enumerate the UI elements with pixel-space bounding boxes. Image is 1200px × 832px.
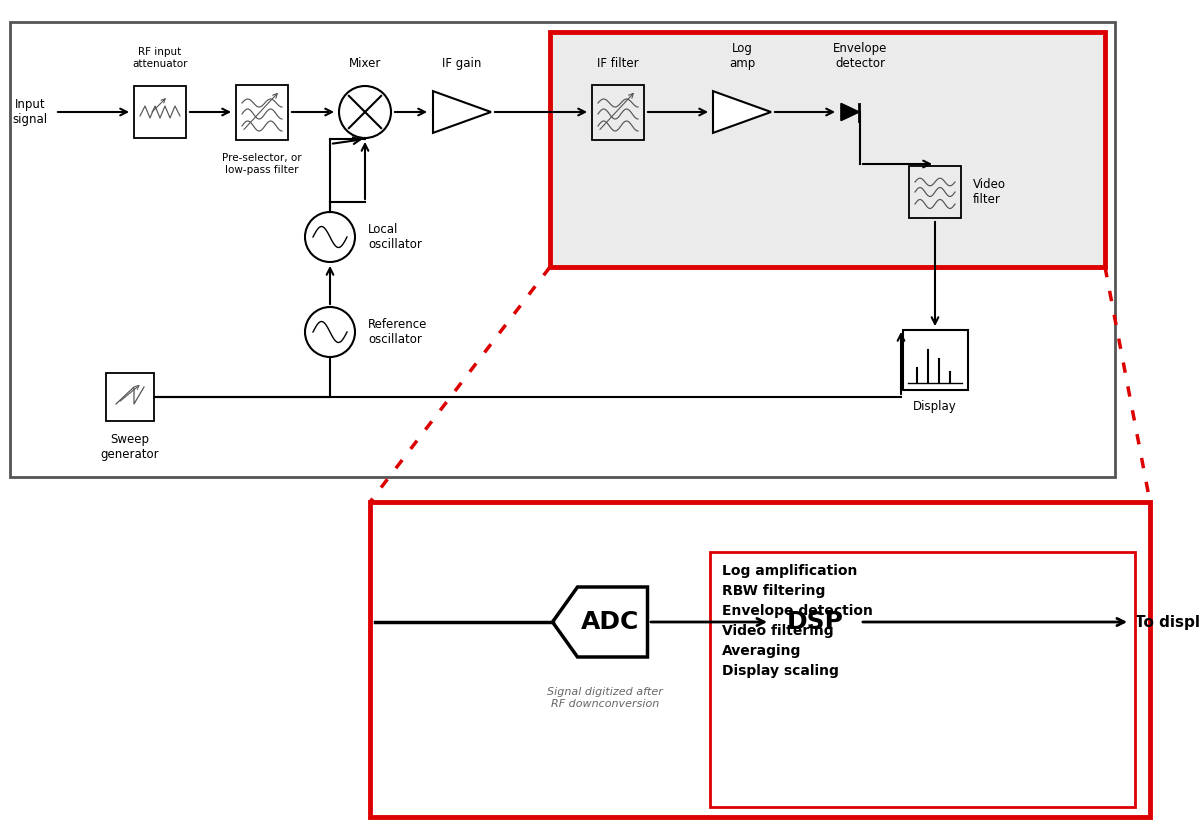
Text: Signal digitized after
RF downconversion: Signal digitized after RF downconversion xyxy=(547,687,662,709)
Text: DSP: DSP xyxy=(786,610,844,634)
Text: Pre-selector, or
low-pass filter: Pre-selector, or low-pass filter xyxy=(222,153,302,175)
Text: ADC: ADC xyxy=(581,610,640,634)
FancyBboxPatch shape xyxy=(710,552,1135,807)
Text: Display: Display xyxy=(913,400,956,413)
FancyBboxPatch shape xyxy=(106,373,154,421)
Text: RF input
attenuator: RF input attenuator xyxy=(132,47,187,69)
Text: Input
signal: Input signal xyxy=(12,98,48,126)
Polygon shape xyxy=(433,92,491,133)
FancyBboxPatch shape xyxy=(370,502,1150,817)
Circle shape xyxy=(340,86,391,138)
Text: To display: To display xyxy=(1135,615,1200,630)
Text: Log
amp: Log amp xyxy=(728,42,755,70)
Text: Mixer: Mixer xyxy=(349,57,382,70)
Polygon shape xyxy=(841,103,859,121)
Polygon shape xyxy=(552,587,648,657)
Text: IF filter: IF filter xyxy=(598,57,638,70)
FancyBboxPatch shape xyxy=(10,22,1115,477)
Text: IF gain: IF gain xyxy=(443,57,481,70)
Text: Log amplification
RBW filtering
Envelope detection
Video filtering
Averaging
Dis: Log amplification RBW filtering Envelope… xyxy=(722,564,872,678)
FancyBboxPatch shape xyxy=(550,32,1105,267)
Circle shape xyxy=(305,307,355,357)
FancyBboxPatch shape xyxy=(134,86,186,138)
Text: Video
filter: Video filter xyxy=(973,178,1006,206)
FancyBboxPatch shape xyxy=(592,85,644,140)
Text: Sweep
generator: Sweep generator xyxy=(101,433,160,461)
FancyBboxPatch shape xyxy=(902,330,967,390)
FancyBboxPatch shape xyxy=(770,586,860,658)
Text: Envelope
detector: Envelope detector xyxy=(833,42,887,70)
Text: Local
oscillator: Local oscillator xyxy=(368,223,422,251)
Polygon shape xyxy=(713,92,772,133)
FancyBboxPatch shape xyxy=(236,85,288,140)
Circle shape xyxy=(305,212,355,262)
FancyBboxPatch shape xyxy=(910,166,961,218)
Text: Reference
oscillator: Reference oscillator xyxy=(368,318,427,346)
